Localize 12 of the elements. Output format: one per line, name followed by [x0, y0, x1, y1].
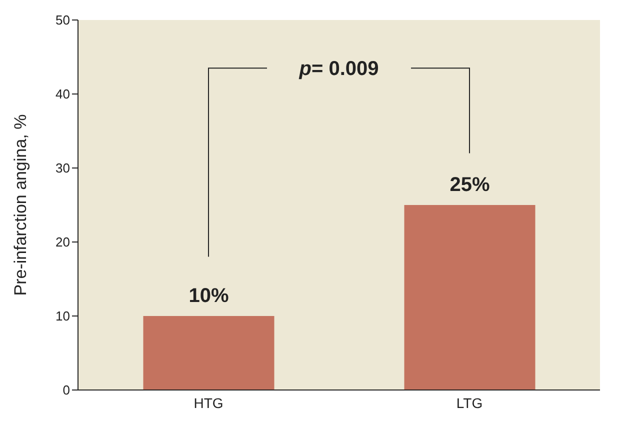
y-tick-label: 40 — [56, 86, 70, 102]
y-tick-label: 50 — [56, 12, 70, 28]
annotation: p= 0.009 — [298, 58, 379, 80]
x-tick-label: HTG — [194, 394, 224, 411]
y-axis-title: Pre-infarction angina, % — [11, 114, 30, 296]
y-tick-label: 20 — [56, 234, 70, 250]
data-label: 10% — [188, 285, 229, 307]
y-tick-label: 10 — [56, 308, 70, 324]
y-tick-label: 30 — [56, 160, 70, 176]
data-label: 25% — [450, 174, 490, 196]
x-tick-label: LTG — [456, 394, 483, 411]
y-tick-label: 0 — [62, 382, 70, 398]
